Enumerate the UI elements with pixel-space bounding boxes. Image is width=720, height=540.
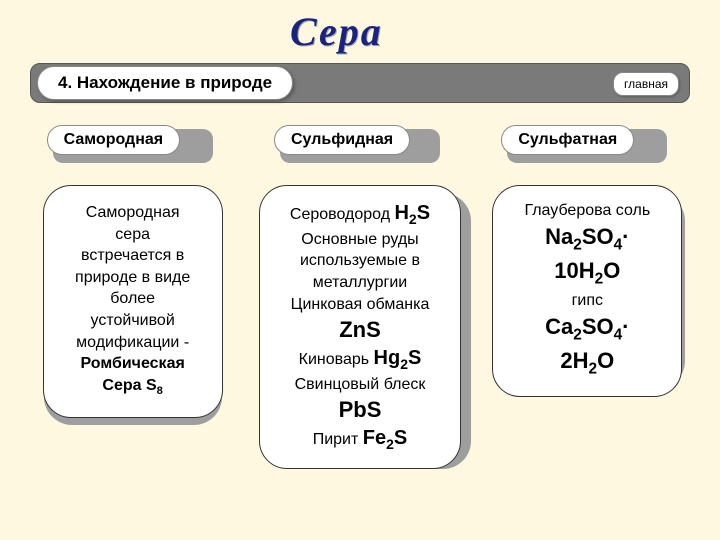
card-line: Ca2SO4· — [501, 312, 673, 346]
card-native: Самороднаясеравстречается вприроде в вид… — [43, 185, 223, 418]
card-line: 10H2O — [501, 256, 673, 290]
category-shadow: Самородная — [53, 129, 213, 163]
card-wrap: Сероводород H2SОсновные рудыиспользуемые… — [257, 185, 462, 469]
card-sulfide: Сероводород H2SОсновные рудыиспользуемые… — [259, 185, 461, 469]
card-line: Глауберова соль — [501, 200, 673, 222]
card-line: 2H2O — [501, 346, 673, 380]
header-bar: 4. Нахождение в природе главная — [30, 63, 690, 103]
card-line: сера — [54, 224, 212, 246]
card-line: модификации - — [54, 332, 212, 354]
columns-row: Самородная Самороднаясеравстречается впр… — [30, 129, 690, 469]
section-heading: 4. Нахождение в природе — [37, 66, 293, 100]
card-line: встречается в — [54, 245, 212, 267]
column-sulfide: Сульфидная Сероводород H2SОсновные рудыи… — [257, 129, 462, 469]
card-line: Na2SO4· — [501, 222, 673, 256]
card-line: природе в виде — [54, 267, 212, 289]
card-line: Свинцовый блеск — [270, 374, 450, 396]
slide-page: Сера 4. Нахождение в природе главная Сам… — [0, 0, 720, 540]
card-line: Цинковая обманка — [270, 294, 450, 316]
card-line: PbS — [270, 395, 450, 425]
category-label: Сульфидная — [274, 125, 410, 155]
card-line: металлургии — [270, 272, 450, 294]
card-line: Киноварь Hg2S — [270, 345, 450, 374]
card-line: ZnS — [270, 315, 450, 345]
category-shadow: Сульфидная — [280, 129, 440, 163]
card-line: Самородная — [54, 202, 212, 224]
card-line: Ромбическая — [54, 353, 212, 375]
card-line: Сероводород H2S — [270, 200, 450, 229]
card-line: более — [54, 288, 212, 310]
column-native: Самородная Самороднаясеравстречается впр… — [30, 129, 235, 469]
card-line: Пирит Fe2S — [270, 425, 450, 454]
home-button[interactable]: главная — [613, 72, 679, 96]
card-line: гипс — [501, 290, 673, 312]
card-line: Основные руды — [270, 229, 450, 251]
card-wrap: Глауберова сольNa2SO4·10H2O гипсCa2SO4·2… — [485, 185, 690, 397]
category-label: Сульфатная — [501, 125, 634, 155]
page-title: Сера — [290, 8, 690, 55]
column-sulfate: Сульфатная Глауберова сольNa2SO4·10H2O г… — [485, 129, 690, 469]
card-line: используемые в — [270, 250, 450, 272]
category-label: Самородная — [47, 125, 180, 155]
card-sulfate: Глауберова сольNa2SO4·10H2O гипсCa2SO4·2… — [492, 185, 682, 397]
card-line: устойчивой — [54, 310, 212, 332]
card-line: Сера S8 — [54, 375, 212, 399]
category-shadow: Сульфатная — [507, 129, 667, 163]
card-wrap: Самороднаясеравстречается вприроде в вид… — [30, 185, 235, 418]
